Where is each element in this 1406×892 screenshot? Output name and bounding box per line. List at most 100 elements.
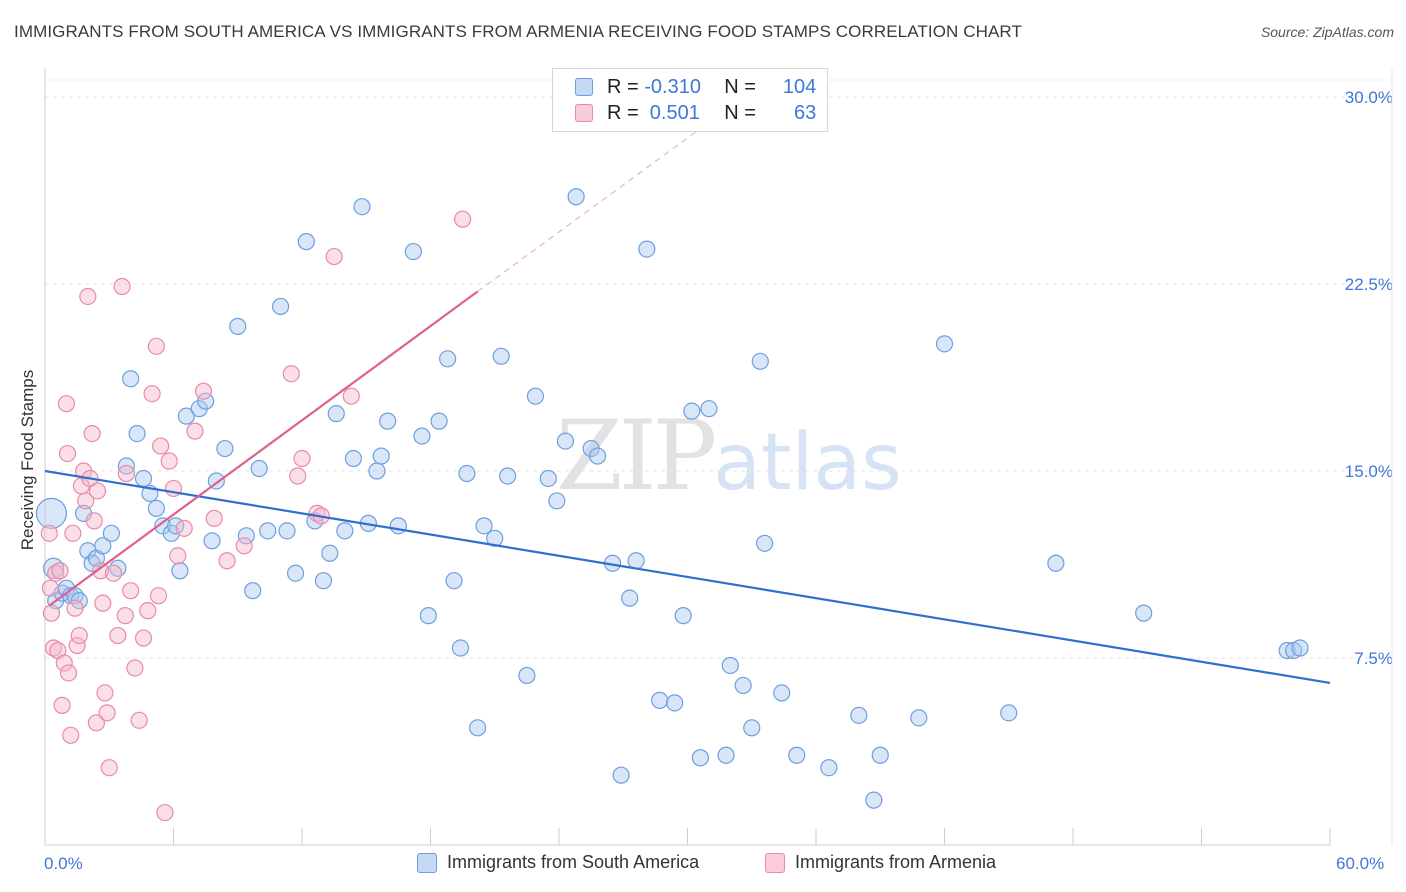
y-tick-label: 7.5% bbox=[1354, 649, 1393, 668]
legend-n-label: N = bbox=[724, 75, 762, 98]
armenia-point bbox=[57, 395, 76, 413]
armenia-point bbox=[94, 594, 112, 612]
south-america-point bbox=[297, 233, 315, 251]
armenia-point bbox=[92, 562, 110, 580]
armenia-point bbox=[41, 579, 59, 597]
south-america-point bbox=[327, 405, 345, 423]
armenia-point bbox=[88, 482, 107, 500]
armenia-point bbox=[194, 382, 213, 400]
armenia-point bbox=[55, 654, 73, 672]
armenia-point bbox=[147, 337, 165, 355]
y-axis-label: Receiving Food Stamps bbox=[18, 369, 37, 551]
south-america-point bbox=[122, 370, 140, 388]
series-legend-south-america: Immigrants from South America bbox=[417, 852, 699, 873]
south-america-point bbox=[627, 552, 645, 570]
south-america-point bbox=[871, 746, 889, 764]
armenia-point bbox=[139, 602, 157, 620]
y-tick-label: 15.0% bbox=[1345, 462, 1393, 481]
armenia-point bbox=[51, 562, 69, 580]
chart-title: IMMIGRANTS FROM SOUTH AMERICA VS IMMIGRA… bbox=[14, 22, 1022, 41]
south-america-point bbox=[556, 432, 575, 450]
south-america-point bbox=[612, 766, 630, 784]
armenia-point bbox=[77, 492, 95, 510]
series-label-armenia: Immigrants from Armenia bbox=[795, 852, 997, 872]
south-america-point bbox=[526, 387, 545, 405]
south-america-point bbox=[430, 412, 448, 430]
armenia-point bbox=[79, 287, 97, 306]
south-america-point bbox=[651, 691, 669, 709]
south-america-point bbox=[203, 532, 221, 550]
armenia-point bbox=[293, 449, 311, 468]
south-america-point bbox=[638, 240, 656, 258]
south-america-point bbox=[368, 462, 386, 480]
south-america-point bbox=[518, 666, 536, 685]
south-america-point bbox=[353, 198, 371, 216]
south-america-point bbox=[445, 572, 463, 590]
south-america-point bbox=[717, 746, 735, 764]
south-america-point bbox=[567, 188, 585, 206]
south-america-point bbox=[389, 517, 407, 535]
legend-r-label: R = bbox=[607, 101, 645, 124]
south-america-point bbox=[147, 499, 165, 517]
armenia-point bbox=[143, 385, 161, 403]
south-america-point bbox=[1291, 639, 1309, 657]
y-tick-label: 22.5% bbox=[1345, 275, 1393, 294]
armenia-point bbox=[454, 210, 472, 228]
south-america-point bbox=[35, 497, 68, 529]
armenia-point bbox=[149, 587, 168, 605]
south-america-point bbox=[755, 534, 774, 552]
legend-row-south-america: R = -0.310 N = 104 bbox=[575, 75, 816, 99]
armenia-point bbox=[325, 247, 343, 266]
armenia-point bbox=[96, 684, 114, 702]
armenia-point bbox=[160, 452, 178, 470]
armenia-point bbox=[87, 714, 106, 732]
south-america-point bbox=[1135, 604, 1153, 622]
armenia-trendline-extension bbox=[477, 113, 720, 292]
legend-r-value: -0.310 bbox=[644, 75, 701, 98]
armenia-point bbox=[156, 803, 174, 822]
armenia-point bbox=[186, 422, 204, 440]
armenia-point bbox=[218, 552, 236, 570]
armenia-point bbox=[62, 726, 80, 744]
x-tick-max: 60.0% bbox=[1336, 854, 1385, 873]
armenia-point bbox=[169, 547, 187, 565]
south-america-point bbox=[666, 694, 684, 712]
south-america-point bbox=[751, 352, 769, 370]
armenia-point bbox=[40, 524, 58, 542]
legend-swatch-pink bbox=[575, 104, 593, 122]
armenia-point bbox=[100, 759, 118, 777]
south-america-point bbox=[250, 459, 268, 478]
armenia-point bbox=[42, 604, 61, 622]
armenia-trendline bbox=[48, 290, 479, 607]
south-america-point bbox=[171, 562, 189, 580]
series-legend-armenia: Immigrants from Armenia bbox=[765, 852, 996, 873]
armenia-point bbox=[282, 365, 300, 383]
armenia-point bbox=[113, 277, 131, 296]
south-america-point bbox=[588, 447, 607, 465]
legend-r-value: 0.501 bbox=[644, 101, 700, 124]
south-america-point bbox=[475, 517, 493, 535]
south-america-point bbox=[773, 684, 791, 702]
south-america-point bbox=[271, 297, 290, 316]
south-america-point bbox=[865, 791, 883, 809]
armenia-point bbox=[235, 537, 253, 555]
south-america-point bbox=[674, 607, 692, 625]
armenia-point bbox=[58, 444, 77, 463]
south-america-point bbox=[1000, 704, 1018, 722]
south-america-point bbox=[850, 706, 868, 724]
series-swatch-pink bbox=[765, 852, 785, 873]
south-america-point bbox=[229, 317, 247, 335]
south-america-point bbox=[458, 464, 476, 483]
south-america-point bbox=[621, 589, 639, 607]
legend-n-value: 63 bbox=[794, 101, 817, 124]
legend-n-label: N = bbox=[724, 101, 762, 124]
armenia-point bbox=[122, 582, 140, 600]
south-america-point bbox=[419, 607, 437, 625]
correlation-legend: R = -0.310 N = 104 R = 0.501 N = 63 bbox=[552, 68, 828, 132]
armenia-point bbox=[289, 467, 307, 485]
armenia-point bbox=[83, 425, 101, 443]
legend-r-label: R = bbox=[607, 75, 645, 98]
armenia-point bbox=[117, 464, 135, 483]
armenia-point bbox=[126, 659, 144, 677]
legend-n-value: 104 bbox=[782, 75, 817, 98]
